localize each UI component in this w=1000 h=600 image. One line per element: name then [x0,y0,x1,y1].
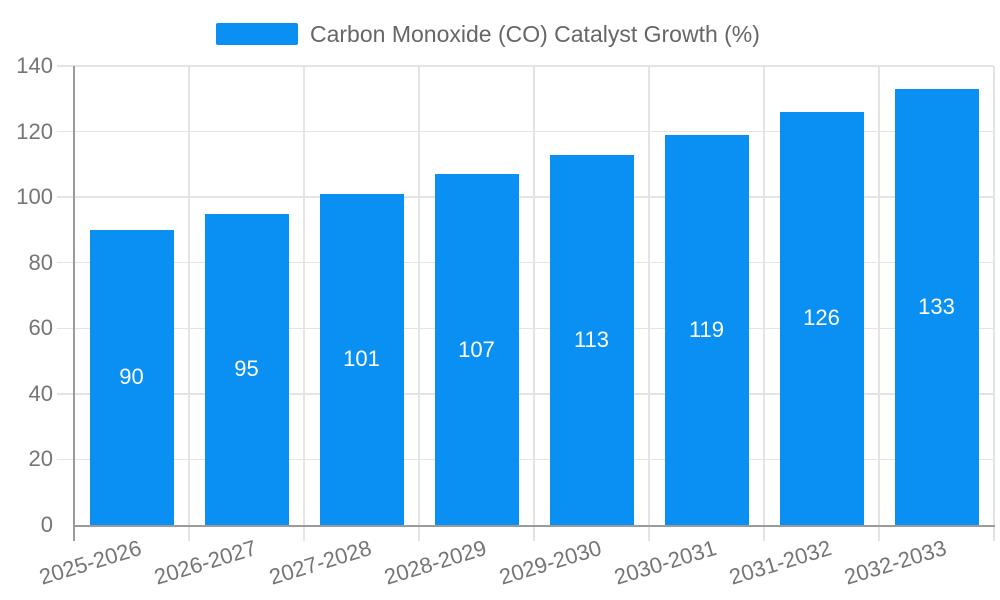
x-tick-label: 2031-2032 [726,535,835,590]
legend-label: Carbon Monoxide (CO) Catalyst Growth (%) [310,21,760,47]
bar-value-label: 126 [803,305,840,331]
x-gridline [878,66,880,541]
x-tick-label: 2026-2027 [151,535,260,590]
y-gridline [57,261,994,264]
bar-value-label: 107 [458,336,495,362]
y-tick-label: 60 [28,315,53,341]
x-gridline [303,66,305,541]
bar [549,154,634,525]
x-gridline [188,66,190,541]
bar-value-label: 95 [234,356,259,382]
legend-swatch [216,23,298,45]
bar [779,111,864,525]
bar [89,229,174,525]
y-tick-label: 120 [16,118,53,144]
y-gridline [57,327,994,330]
bar-value-label: 113 [573,326,610,352]
bar [894,88,979,525]
x-axis-line [73,525,995,527]
bar-value-label: 101 [343,346,380,372]
x-tick-label: 2030-2031 [611,535,720,590]
x-tick-label: 2028-2029 [381,535,490,590]
x-gridline [418,66,420,541]
y-axis-line [73,66,75,541]
y-tick-label: 40 [28,380,53,406]
x-gridline [993,66,995,541]
chart-legend[interactable]: Carbon Monoxide (CO) Catalyst Growth (%) [216,21,760,47]
x-tick-label: 2029-2030 [496,535,605,590]
bar-value-label: 119 [688,316,725,342]
bar [204,213,289,525]
y-gridline [57,196,994,198]
bar [319,193,404,525]
y-tick-label: 20 [28,446,53,472]
x-tick-label: 2027-2028 [266,535,375,590]
bar-value-label: 90 [119,364,144,390]
y-tick-label: 140 [16,53,53,78]
bar [664,134,749,525]
y-tick-label: 80 [28,249,53,275]
x-tick-label: 2025-2026 [36,535,145,590]
y-tick-label: 0 [40,512,53,537]
y-gridline [57,393,994,395]
x-tick-label: 2032-2033 [841,535,950,590]
bar [434,174,519,525]
bar-value-label: 133 [918,293,955,319]
y-gridline [57,65,994,67]
x-gridline [648,66,650,541]
y-gridline [57,458,994,461]
y-tick-label: 100 [16,184,53,210]
x-gridline [533,66,535,541]
y-gridline [57,130,994,133]
x-gridline [763,66,765,541]
